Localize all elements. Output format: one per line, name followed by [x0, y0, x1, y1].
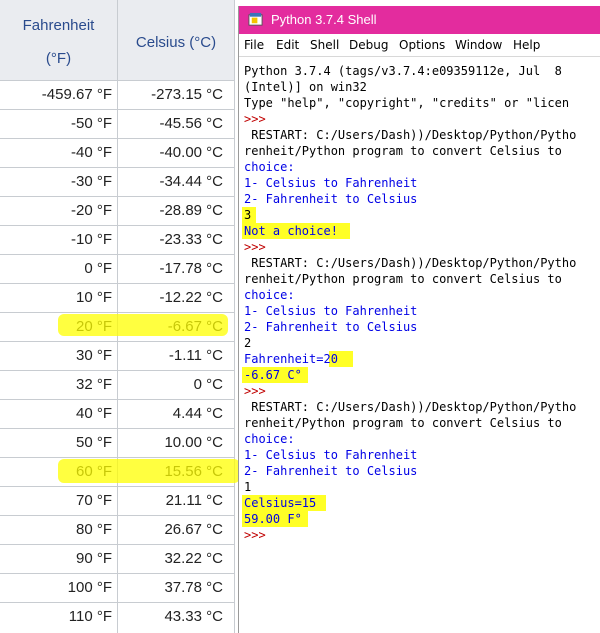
highlight-fahrenheit-input — [329, 351, 353, 367]
menu-options[interactable]: Options — [399, 38, 446, 52]
shell-line: renheit/Python program to convert Celsiu… — [244, 144, 562, 158]
celsius-cell: 26.67 °C — [164, 521, 223, 538]
shell-line: RESTART: C:/Users/Dash))/Desktop/Python/… — [244, 256, 577, 270]
fahrenheit-cell: -20 °F — [70, 202, 112, 219]
shell-line: renheit/Python program to convert Celsiu… — [244, 416, 562, 430]
fahrenheit-cell: -40 °F — [70, 144, 112, 161]
shell-line: 2- Fahrenheit to Celsius — [244, 320, 418, 334]
highlight-row-20f — [58, 314, 228, 336]
shell-line: Celsius=15 — [244, 496, 317, 510]
celsius-cell: -34.44 °C — [159, 173, 223, 190]
celsius-cell: 32.22 °C — [164, 550, 223, 567]
fahrenheit-cell: 80 °F — [75, 521, 112, 538]
fahrenheit-cell: 40 °F — [75, 405, 112, 422]
fahrenheit-cell: 30 °F — [75, 347, 112, 364]
shell-line: 1- Celsius to Fahrenheit — [244, 176, 418, 190]
fahrenheit-cell: -50 °F — [70, 115, 112, 132]
shell-line: choice: — [244, 288, 295, 302]
celsius-cell: -12.22 °C — [159, 289, 223, 306]
highlight-fahrenheit-result — [242, 511, 308, 527]
menu-bar: File Edit Shell Debug Options Window Hel… — [239, 34, 600, 57]
title-bar[interactable]: Python 3.7.4 Shell — [239, 6, 600, 34]
shell-line: -6.67 C° — [244, 368, 302, 382]
shell-text-area[interactable]: Python 3.7.4 (tags/v3.7.4:e09359112e, Ju… — [239, 57, 600, 633]
celsius-cell: -273.15 °C — [151, 86, 223, 103]
fahrenheit-cell: 110 °F — [68, 608, 112, 625]
celsius-cell: 21.11 °C — [165, 492, 223, 509]
shell-line: RESTART: C:/Users/Dash))/Desktop/Python/… — [244, 128, 577, 142]
celsius-cell: 10.00 °C — [164, 434, 223, 451]
shell-line: choice: — [244, 160, 295, 174]
fahrenheit-cell: 32 °F — [75, 376, 112, 393]
header-celsius: Celsius (°C) — [117, 0, 235, 80]
shell-line: RESTART: C:/Users/Dash))/Desktop/Python/… — [244, 400, 577, 414]
highlight-celsius-result — [242, 367, 308, 383]
header-fahrenheit: Fahrenheit (°F) — [0, 0, 117, 80]
shell-line: 59.00 F° — [244, 512, 302, 526]
header-fahrenheit-label: Fahrenheit — [22, 17, 95, 34]
celsius-cell: -1.11 °C — [168, 347, 223, 364]
celsius-cell: -28.89 °C — [159, 202, 223, 219]
shell-line: Type "help", "copyright", "credits" or "… — [244, 96, 570, 110]
fahrenheit-cell: 0 °F — [84, 260, 112, 277]
shell-line: renheit/Python program to convert Celsiu… — [244, 272, 562, 286]
shell-line: 2- Fahrenheit to Celsius — [244, 192, 418, 206]
shell-line: Not a choice! — [244, 224, 338, 238]
menu-edit[interactable]: Edit — [276, 38, 300, 52]
menu-debug[interactable]: Debug — [349, 38, 389, 52]
fahrenheit-cell: -30 °F — [70, 173, 112, 190]
fahrenheit-cell: 100 °F — [67, 579, 112, 596]
shell-line: choice: — [244, 432, 295, 446]
fahrenheit-cell: 70 °F — [75, 492, 112, 509]
shell-line: (Intel)] on win32 — [244, 80, 367, 94]
celsius-cell: -17.78 °C — [159, 260, 223, 277]
menu-window[interactable]: Window — [455, 38, 503, 52]
menu-help[interactable]: Help — [513, 38, 541, 52]
window-title: Python 3.7.4 Shell — [271, 12, 377, 27]
shell-line: 1 — [244, 480, 252, 494]
shell-line: Python 3.7.4 (tags/v3.7.4:e09359112e, Ju… — [244, 64, 562, 78]
highlight-celsius-input — [242, 495, 326, 511]
fahrenheit-cell: 10 °F — [75, 289, 112, 306]
celsius-cell: 0 °C — [193, 376, 223, 393]
highlight-not-a-choice — [242, 223, 350, 239]
shell-line: 3 — [244, 208, 252, 222]
python-icon — [248, 12, 263, 26]
shell-line: 1- Celsius to Fahrenheit — [244, 448, 418, 462]
shell-line: 1- Celsius to Fahrenheit — [244, 304, 418, 318]
shell-line: >>> — [244, 528, 266, 542]
header-celsius-label: Celsius (°C) — [135, 34, 217, 51]
shell-line: 2- Fahrenheit to Celsius — [244, 464, 418, 478]
header-fahrenheit-unit: (°F) — [45, 50, 72, 67]
highlight-choice-3 — [242, 207, 256, 223]
celsius-cell: -23.33 °C — [159, 231, 223, 248]
shell-line: >>> — [244, 384, 266, 398]
celsius-cell: 4.44 °C — [172, 405, 223, 422]
fahrenheit-cell: -10 °F — [70, 231, 112, 248]
celsius-cell: -40.00 °C — [159, 144, 223, 161]
shell-line: 2 — [244, 336, 252, 350]
highlight-row-60f — [58, 459, 240, 483]
celsius-cell: 43.33 °C — [164, 608, 223, 625]
shell-line: >>> — [244, 240, 266, 254]
shell-line: >>> — [244, 112, 266, 126]
fahrenheit-cell: 90 °F — [75, 550, 112, 567]
table-row: 100 °F 37.78 °C — [0, 573, 235, 602]
fahrenheit-cell: -459.67 °F — [41, 86, 112, 103]
celsius-cell: 37.78 °C — [164, 579, 223, 596]
table-right-border — [234, 0, 235, 633]
table-row: -459.67 °F -273.15 °C — [0, 80, 235, 109]
fahrenheit-cell: 50 °F — [75, 434, 112, 451]
menu-file[interactable]: File — [244, 38, 265, 52]
python-shell-window: Python 3.7.4 Shell File Edit Shell Debug… — [238, 6, 600, 633]
celsius-cell: -45.56 °C — [159, 115, 223, 132]
shell-line: Fahrenheit=20 — [244, 352, 338, 366]
menu-shell[interactable]: Shell — [310, 38, 340, 52]
